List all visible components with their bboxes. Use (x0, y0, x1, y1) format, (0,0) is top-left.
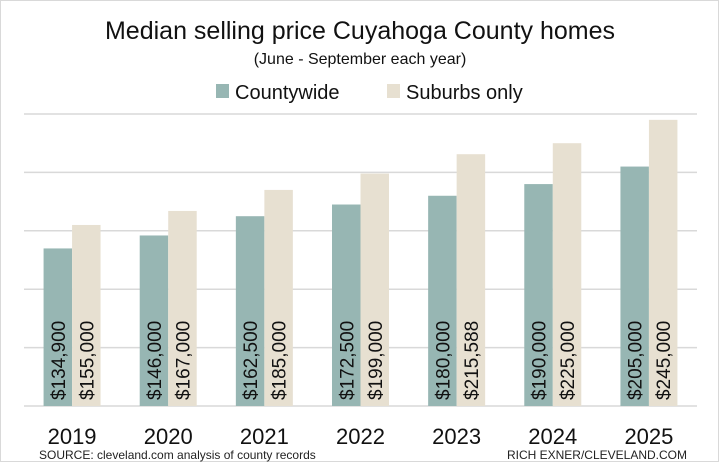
bar-suburbs-2024 (552, 143, 582, 406)
data-label: $146,000 (145, 321, 166, 400)
bar-countywide-2024 (524, 184, 553, 406)
legend-swatch (216, 84, 229, 98)
data-label: $155,000 (77, 321, 98, 400)
legend-label: Suburbs only (406, 82, 523, 104)
credit-note: RICH EXNER/CLEVELAND.COM (507, 448, 687, 462)
bar-suburbs-2023 (456, 154, 486, 406)
bar-suburbs-2021 (264, 189, 293, 406)
data-label: $215,588 (462, 321, 483, 400)
legend-label: Countywide (235, 82, 340, 104)
bar-countywide-2020 (139, 235, 169, 406)
data-label: $162,500 (241, 321, 262, 400)
data-label: $172,500 (337, 321, 358, 400)
data-label: $225,000 (558, 321, 579, 400)
data-label: $180,000 (433, 321, 454, 400)
x-tick-label: 2025 (624, 424, 673, 449)
legend-swatch (387, 84, 400, 98)
bars: $134,900 $155,000 $146,000 $167,000 $162,500… (43, 119, 678, 406)
bar-countywide-2023 (428, 195, 457, 406)
data-label: $185,000 (270, 321, 291, 400)
data-label: $245,000 (654, 321, 675, 400)
x-axis-labels: 2019 2020 2021 2022 2023 2024 2025 (48, 424, 674, 449)
source-note: SOURCE: cleveland.com analysis of county… (39, 448, 316, 462)
legend: Countywide Suburbs only (216, 82, 523, 104)
x-tick-label: 2024 (528, 424, 577, 449)
bar-countywide-2019 (43, 248, 73, 406)
x-tick-label: 2020 (144, 424, 193, 449)
x-tick-label: 2019 (48, 424, 97, 449)
bar-countywide-2022 (332, 204, 361, 406)
x-tick-label: 2022 (336, 424, 385, 449)
data-label: $199,000 (366, 321, 387, 400)
chart-subtitle: (June - September each year) (254, 51, 467, 68)
bar-countywide-2021 (235, 216, 265, 406)
x-tick-label: 2023 (432, 424, 481, 449)
data-label: $205,000 (626, 321, 647, 400)
data-label: $167,000 (173, 321, 194, 400)
chart-title: Median selling price Cuyahoga County hom… (105, 17, 615, 45)
bar-suburbs-2019 (72, 224, 101, 406)
data-label: $134,900 (49, 321, 70, 400)
x-tick-label: 2021 (240, 424, 289, 449)
bar-countywide-2025 (620, 166, 649, 406)
bar-suburbs-2025 (648, 119, 678, 406)
bar-suburbs-2020 (168, 210, 197, 406)
data-label: $190,000 (530, 321, 551, 400)
bar-suburbs-2022 (360, 173, 389, 406)
